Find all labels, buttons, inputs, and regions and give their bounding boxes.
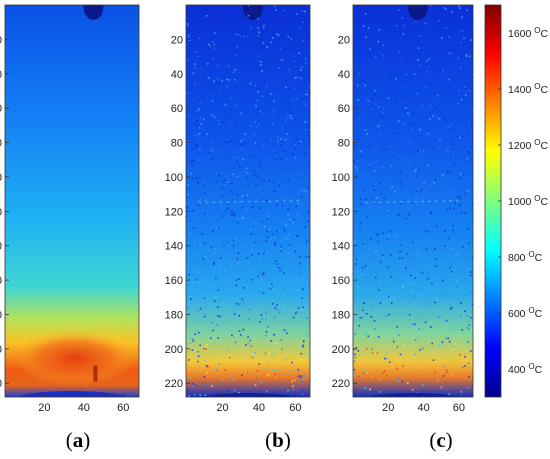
bottom-arc — [366, 393, 460, 397]
y-tick-label: 220 — [165, 378, 183, 390]
colorbar-tick-label: 1400 OC — [508, 82, 549, 96]
panel-label: (b) — [265, 428, 291, 452]
y-tick-label: 140 — [165, 241, 183, 253]
colorbar-tick-label: 600 OC — [508, 306, 543, 320]
x-tick-label: 40 — [78, 402, 90, 414]
speckle-noise — [353, 5, 473, 397]
hot-zone — [13, 330, 137, 386]
y-tick-label: 40 — [338, 69, 350, 81]
y-tick-label: 200 — [0, 344, 2, 356]
bottom-arc — [199, 393, 297, 397]
panel-2: 20 40 60 80 100 120 140 160 180 200 220 20 40 60 (b) — [165, 4, 311, 452]
panel-label: (a) — [66, 428, 91, 452]
panel-frame — [185, 4, 311, 398]
panel-frame — [352, 4, 474, 398]
top-notch — [83, 5, 104, 20]
y-tick-label: 100 — [165, 172, 183, 184]
y-tick-label: 180 — [165, 309, 183, 321]
x-tick-label: 20 — [382, 402, 394, 414]
y-tick-label: 20 — [0, 34, 2, 46]
y-tick-label: 160 — [165, 275, 183, 287]
y-tick-label: 80 — [338, 138, 350, 150]
y-tick-label: 40 — [171, 69, 183, 81]
crack-line — [198, 200, 301, 204]
y-tick-label: 20 — [338, 34, 350, 46]
y-tick-label: 140 — [332, 241, 350, 253]
x-ticks: 20 40 60 — [216, 393, 302, 414]
y-tick-label: 220 — [0, 378, 2, 390]
panel-1: 20 40 60 80 100 120 140 160 180 200 220 20 40 60 (a) — [0, 4, 140, 452]
y-tick-label: 140 — [0, 241, 2, 253]
bottom-arc — [16, 391, 128, 397]
y-tick-label: 40 — [0, 69, 2, 81]
colorbar-tick-label: 400 OC — [508, 362, 543, 376]
y-tick-label: 80 — [171, 138, 183, 150]
y-tick-label: 200 — [332, 344, 350, 356]
colorbar-tick-label: 1200 OC — [508, 138, 549, 152]
y-tick-label: 100 — [332, 172, 350, 184]
top-notch — [407, 5, 428, 20]
heatmap-field — [186, 5, 310, 397]
y-tick-label: 180 — [0, 309, 2, 321]
colorbar-tick-label: 800 OC — [508, 250, 543, 264]
x-ticks: 20 40 60 — [382, 393, 465, 414]
x-tick-label: 60 — [453, 402, 465, 414]
dark-streak — [93, 365, 98, 382]
y-tick-label: 60 — [338, 103, 350, 115]
y-tick-label: 160 — [0, 275, 2, 287]
y-tick-label: 200 — [165, 344, 183, 356]
y-ticks: 20 40 60 80 100 120 140 160 180 200 220 — [165, 34, 190, 390]
y-ticks: 20 40 60 80 100 120 140 160 180 200 220 — [332, 34, 357, 390]
y-tick-label: 120 — [165, 206, 183, 218]
x-ticks: 20 40 60 — [38, 393, 129, 414]
x-tick-label: 60 — [117, 402, 129, 414]
y-tick-label: 180 — [332, 309, 350, 321]
colorbar-gradient — [485, 5, 501, 397]
x-tick-label: 40 — [253, 402, 265, 414]
y-ticks: 20 40 60 80 100 120 140 160 180 200 220 — [0, 34, 9, 390]
y-tick-label: 160 — [332, 275, 350, 287]
y-tick-label: 120 — [0, 206, 2, 218]
y-tick-label: 120 — [332, 206, 350, 218]
y-tick-label: 60 — [171, 103, 183, 115]
y-tick-label: 100 — [0, 172, 2, 184]
x-tick-label: 40 — [417, 402, 429, 414]
x-tick-label: 20 — [216, 402, 228, 414]
speckle-noise — [186, 5, 310, 397]
panel-3: 20 40 60 80 100 120 140 160 180 200 220 20 40 60 (c) — [332, 4, 474, 452]
panel-frame — [4, 4, 140, 398]
y-tick-label: 80 — [0, 138, 2, 150]
panel-label: (c) — [429, 428, 452, 452]
x-tick-label: 20 — [38, 402, 50, 414]
y-tick-label: 20 — [171, 34, 183, 46]
colorbar-tick-label: 1000 OC — [508, 194, 549, 208]
x-tick-label: 60 — [289, 402, 301, 414]
y-tick-label: 220 — [332, 378, 350, 390]
crack-line — [364, 200, 464, 204]
heatmap-field — [353, 5, 473, 397]
y-tick-label: 60 — [0, 103, 2, 115]
colorbar-tick-label: 1600 OC — [508, 26, 549, 40]
